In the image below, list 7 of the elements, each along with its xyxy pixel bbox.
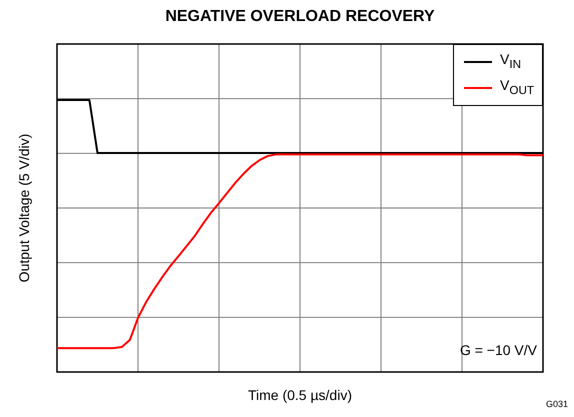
x-axis-title: Time (0.5 µs/div) [246, 387, 353, 403]
y-axis-title: Output Voltage (5 V/div) [16, 134, 32, 282]
annotation: G = −10 V/V [460, 342, 537, 358]
legend-label: V$_{IN}$ [500, 50, 522, 73]
text: G031 [546, 399, 568, 409]
chart-title: NEGATIVE OVERLOAD RECOVERY [164, 8, 436, 26]
legend-label: V$_{OUT}$ [500, 76, 534, 99]
